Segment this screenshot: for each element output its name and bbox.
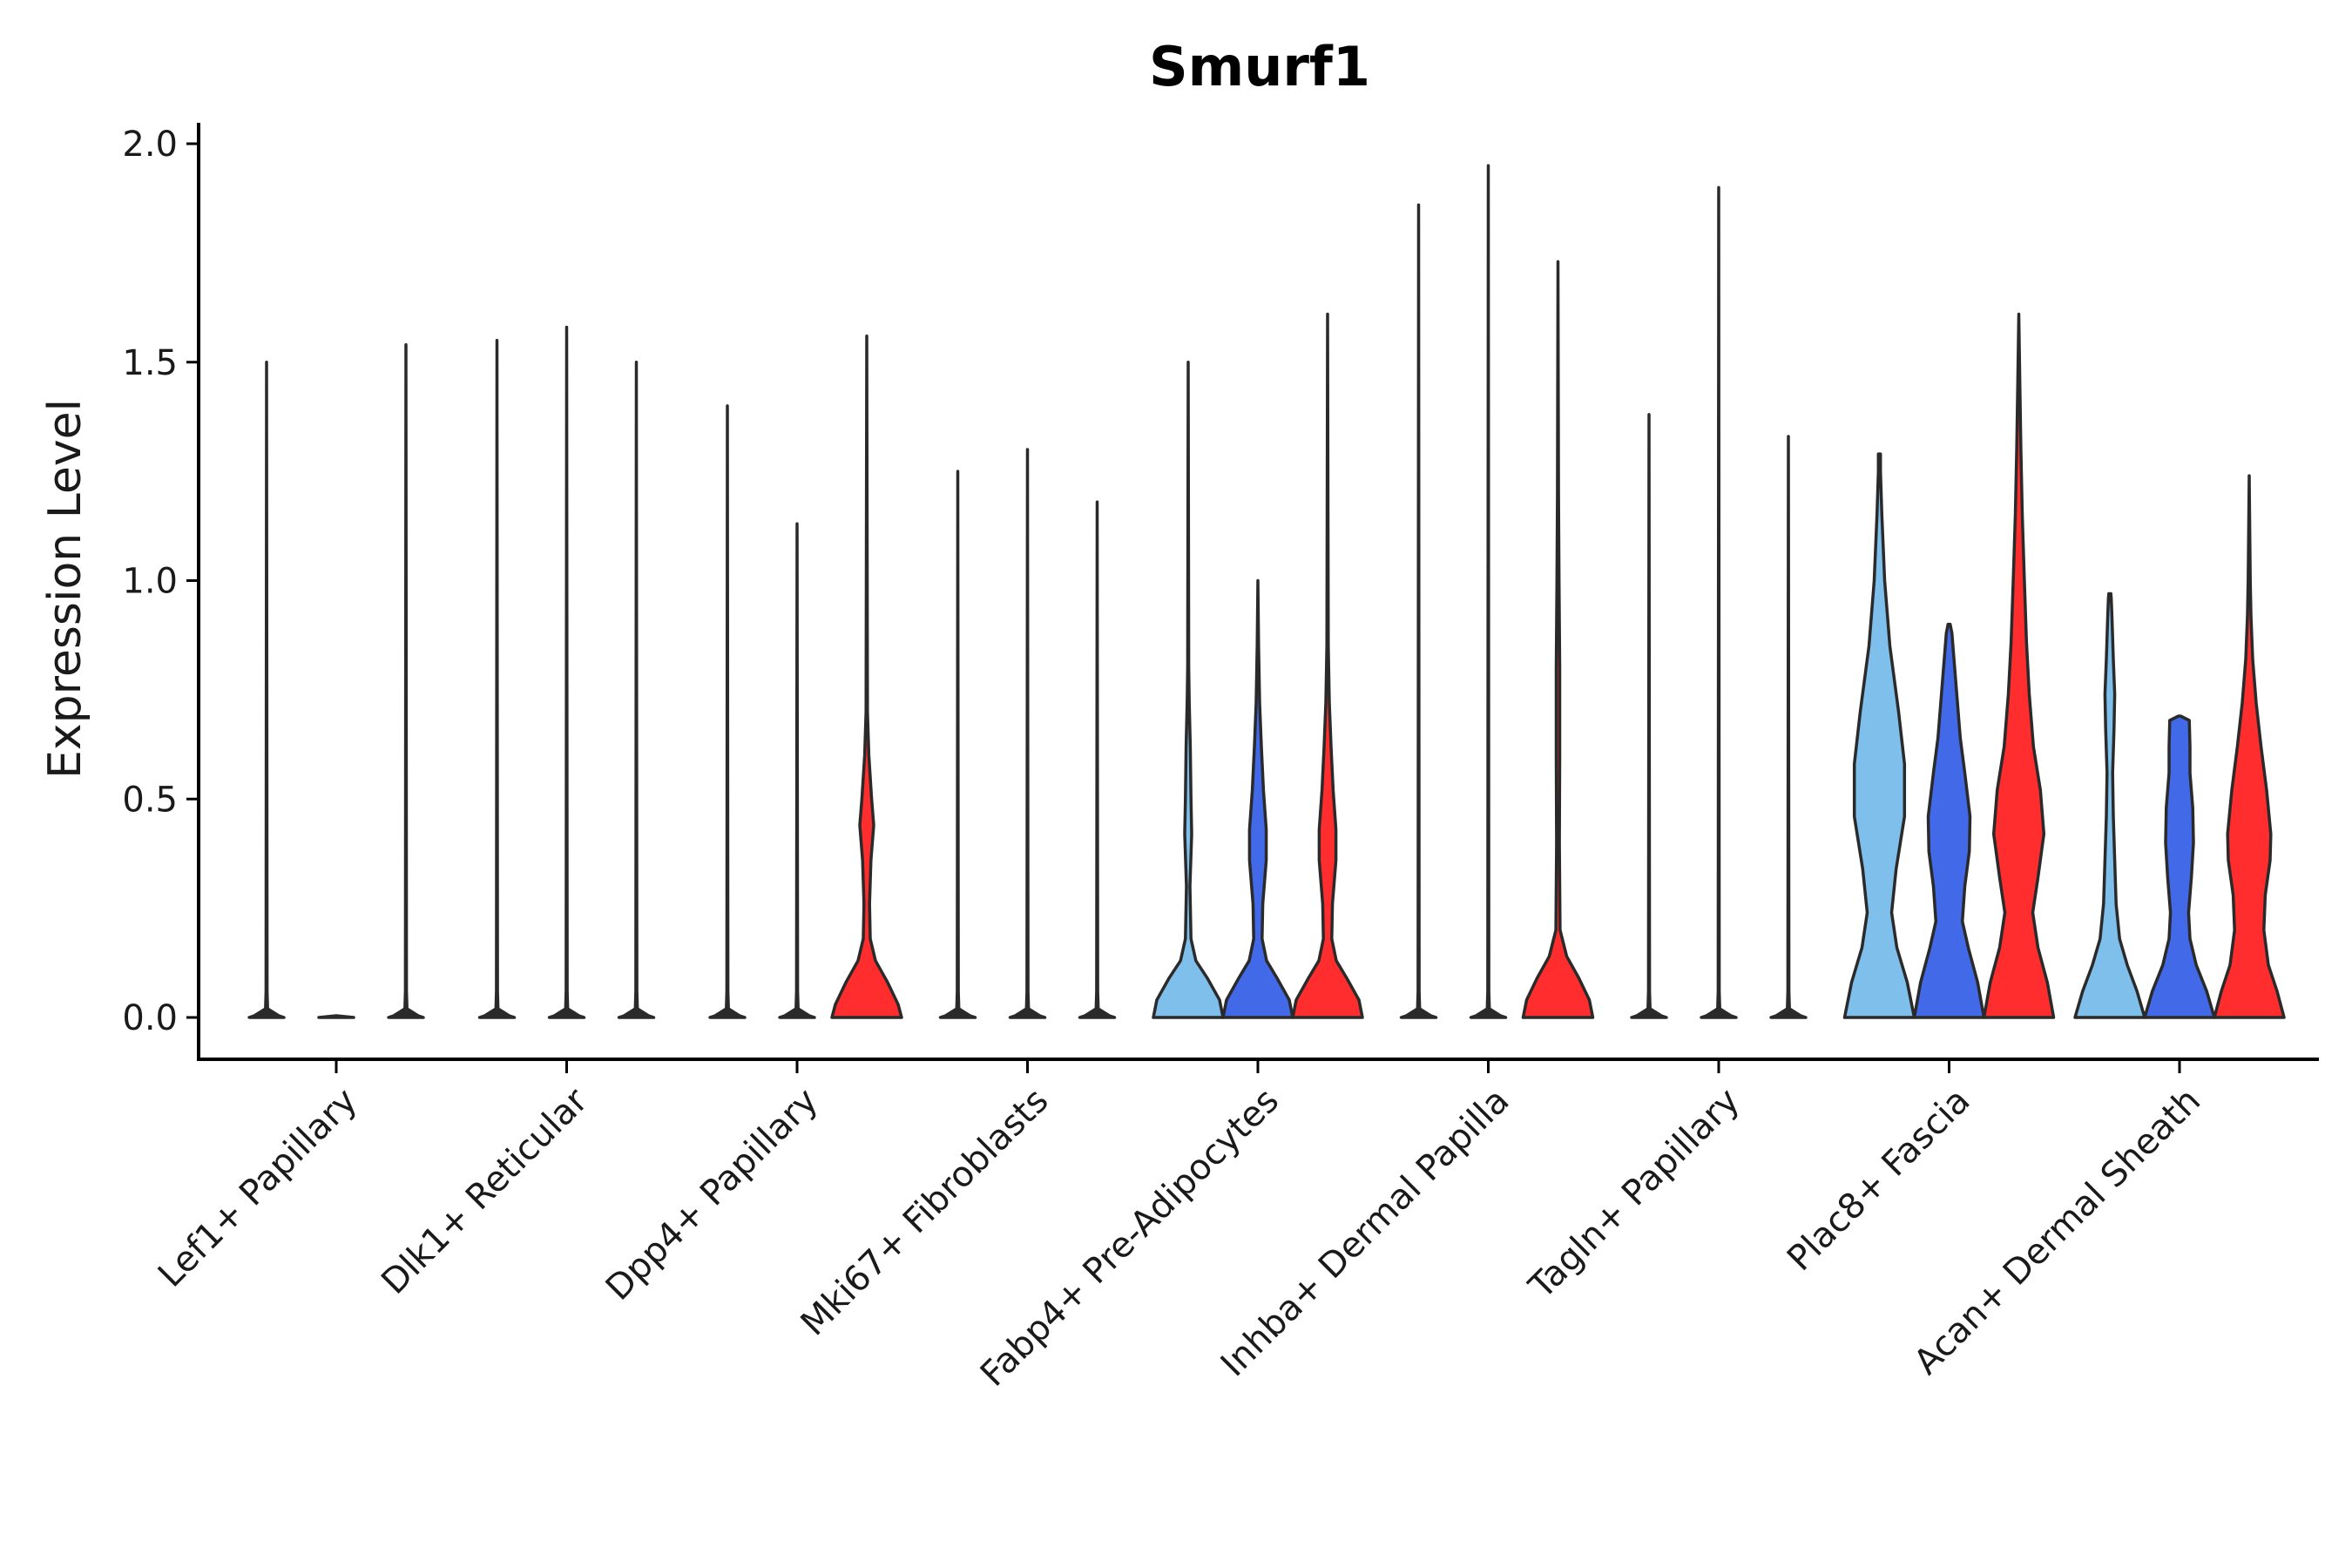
violin-8 xyxy=(830,334,903,1019)
y-tick-label: 0.0 xyxy=(122,998,178,1038)
violin-10 xyxy=(1008,448,1047,1019)
violin-26 xyxy=(2213,474,2286,1019)
x-tick-label: Lef1+ Papillary xyxy=(151,1081,365,1295)
y-axis-label: Expression Level xyxy=(39,399,91,779)
x-axis-ticks: Lef1+ Papillary Dlk1+ Reticular Dpp4+ Papi… xyxy=(151,1059,2208,1395)
violin-23 xyxy=(1982,312,2056,1019)
violin-13 xyxy=(1221,578,1294,1019)
violin-14 xyxy=(1291,312,1364,1019)
violin-21 xyxy=(1842,452,1916,1019)
y-tick-label: 0.5 xyxy=(122,780,178,820)
y-tick-label: 1.5 xyxy=(122,343,178,383)
violin-2 xyxy=(387,342,425,1019)
x-tick-label: Mki67+ Fibroblasts xyxy=(794,1081,1057,1344)
violin-17 xyxy=(1521,260,1595,1019)
violin-22 xyxy=(1912,622,1986,1019)
violin-7 xyxy=(778,522,816,1019)
violin-12 xyxy=(1152,361,1225,1019)
violin-0 xyxy=(247,361,286,1019)
y-tick-label: 2.0 xyxy=(122,125,178,165)
x-tick-label: Dpp4+ Papillary xyxy=(598,1081,826,1308)
x-tick-label: Dlk1+ Reticular xyxy=(374,1080,596,1302)
chart-title: Smurf1 xyxy=(1149,35,1370,98)
violin-19 xyxy=(1700,186,1738,1019)
violin-1 xyxy=(317,1014,355,1019)
violin-16 xyxy=(1469,164,1508,1019)
y-tick-label: 1.0 xyxy=(122,562,178,602)
violin-18 xyxy=(1630,413,1668,1019)
violin-3 xyxy=(477,338,517,1019)
violin-6 xyxy=(708,404,747,1019)
violin-15 xyxy=(1399,203,1438,1019)
x-tick-label: Tagln+ Papillary xyxy=(1521,1081,1747,1308)
violin-9 xyxy=(938,470,977,1019)
x-tick-label: Plac8+ Fascia xyxy=(1780,1081,1978,1280)
violin-4 xyxy=(547,325,586,1019)
violin-5 xyxy=(617,361,656,1019)
violin-20 xyxy=(1769,435,1808,1019)
violin-24 xyxy=(2073,591,2146,1019)
violin-25 xyxy=(2143,714,2216,1019)
violin-11 xyxy=(1078,500,1117,1019)
violin-group xyxy=(247,164,2286,1019)
y-axis-ticks: 0.0 0.5 1.0 1.5 2.0 xyxy=(122,125,199,1038)
